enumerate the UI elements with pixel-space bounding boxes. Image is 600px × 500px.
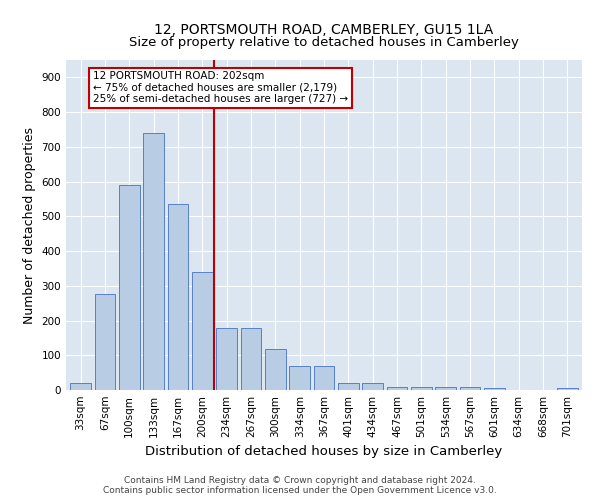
Bar	[460, 387, 481, 390]
Text: Size of property relative to detached houses in Camberley: Size of property relative to detached ho…	[129, 36, 519, 49]
Bar	[362, 383, 383, 390]
Bar	[119, 185, 140, 390]
Bar	[167, 204, 188, 390]
Text: 12, PORTSMOUTH ROAD, CAMBERLEY, GU15 1LA: 12, PORTSMOUTH ROAD, CAMBERLEY, GU15 1LA	[154, 22, 494, 36]
Bar	[484, 388, 505, 390]
Bar	[314, 366, 334, 390]
Text: 12 PORTSMOUTH ROAD: 202sqm
← 75% of detached houses are smaller (2,179)
25% of s: 12 PORTSMOUTH ROAD: 202sqm ← 75% of deta…	[93, 71, 348, 104]
Bar	[70, 383, 91, 390]
Y-axis label: Number of detached properties: Number of detached properties	[23, 126, 36, 324]
Bar	[436, 387, 456, 390]
X-axis label: Distribution of detached houses by size in Camberley: Distribution of detached houses by size …	[145, 446, 503, 458]
Bar	[289, 366, 310, 390]
Bar	[241, 328, 262, 390]
Text: Contains HM Land Registry data © Crown copyright and database right 2024.
Contai: Contains HM Land Registry data © Crown c…	[103, 476, 497, 495]
Bar	[143, 133, 164, 390]
Bar	[216, 328, 237, 390]
Bar	[95, 294, 115, 390]
Bar	[338, 383, 359, 390]
Bar	[386, 386, 407, 390]
Bar	[265, 349, 286, 390]
Bar	[411, 386, 432, 390]
Bar	[192, 272, 212, 390]
Bar	[557, 388, 578, 390]
